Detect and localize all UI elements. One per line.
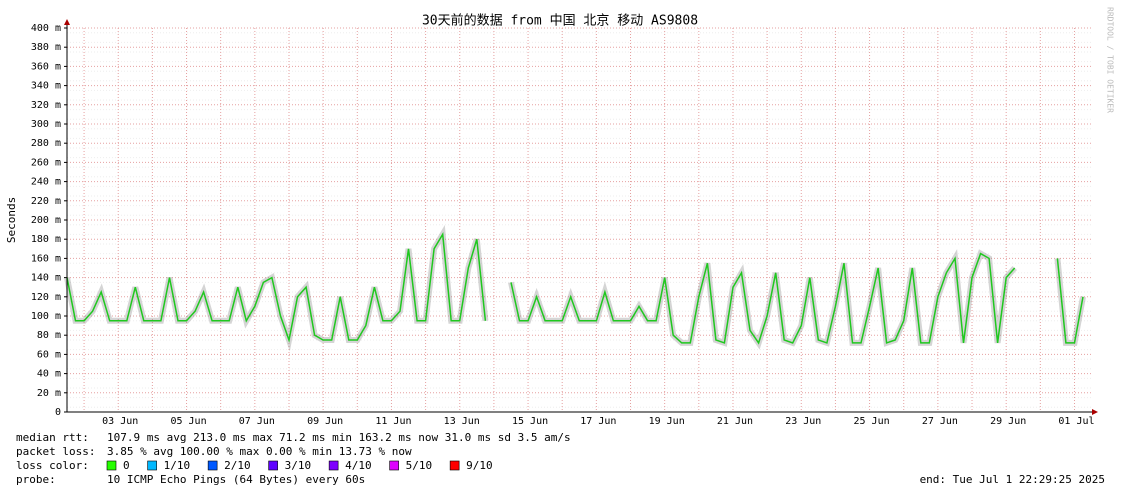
legend-swatch	[106, 460, 117, 471]
probe-label: probe:	[16, 473, 56, 486]
legend-swatch	[389, 460, 399, 471]
grid	[64, 27, 1093, 413]
chart-title: 30天前的数据 from 中国 北京 移动 AS9808	[422, 13, 698, 29]
legend-label: 2/10	[224, 459, 251, 472]
y-tick-label: 360 m	[31, 61, 61, 72]
y-tick-label: 140 m	[31, 273, 61, 284]
y-tick-label: 0	[55, 407, 61, 418]
end-time: end: Tue Jul 1 22:29:25 2025	[920, 473, 1105, 486]
x-tick-label: 01 Jul	[1058, 416, 1094, 427]
line	[66, 232, 487, 343]
y-tick-label: 320 m	[31, 100, 61, 111]
y-tick-label: 380 m	[31, 42, 61, 53]
y-tick-label: 100 m	[31, 311, 61, 322]
legend-label: 3/10	[285, 459, 312, 472]
plot	[64, 225, 1086, 352]
x-tick-label: 17 Jun	[580, 416, 616, 427]
x-tick-label: 09 Jun	[307, 416, 343, 427]
y-tick-label: 80 m	[37, 330, 61, 341]
line	[510, 252, 1016, 345]
y-tick-label: 160 m	[31, 253, 61, 264]
smoke	[64, 225, 489, 352]
probe: 10 ICMP Echo Pings (64 Bytes) every 60s	[107, 473, 365, 486]
stat-text: 107.9 ms avg 213.0 ms max 71.2 ms min 16…	[107, 431, 571, 444]
stat-text: 3.85 % avg 100.00 % max 0.00 % min 13.73…	[107, 445, 412, 458]
y-tick-label: 400 m	[31, 23, 61, 34]
y-tick-label: 40 m	[37, 369, 61, 380]
legend-swatch	[449, 460, 460, 471]
stat-label: median rtt:	[16, 431, 89, 444]
y-tick-label: 20 m	[37, 388, 61, 399]
x-tick-label: 15 Jun	[512, 416, 548, 427]
y-tick-label: 280 m	[31, 138, 61, 149]
stat-label: packet loss:	[16, 445, 95, 458]
legend-label: 9/10	[466, 459, 493, 472]
x-tick-label: 27 Jun	[922, 416, 958, 427]
x-tick-label: 25 Jun	[854, 416, 890, 427]
y-tick-label: 340 m	[31, 81, 61, 92]
x-tick-label: 07 Jun	[239, 416, 275, 427]
y-tick-label: 60 m	[37, 349, 61, 360]
legend-swatch	[207, 460, 218, 471]
y-tick-label: 300 m	[31, 119, 61, 130]
loss-label: loss color:	[16, 459, 89, 472]
legend-swatch	[268, 460, 278, 471]
loss-legend: 0 1/10 2/10 3/10 4/10 5/10 9/10	[106, 459, 493, 472]
y-tick-label: 200 m	[31, 215, 61, 226]
legend-swatch	[147, 460, 157, 471]
legend-label: 4/10	[345, 459, 372, 472]
legend-swatch	[328, 460, 339, 471]
legend-label: 5/10	[406, 459, 433, 472]
x-tick-label: 29 Jun	[990, 416, 1026, 427]
x-tick-label: 03 Jun	[102, 416, 138, 427]
axis-arrow	[1092, 409, 1098, 415]
x-tick-label: 21 Jun	[717, 416, 753, 427]
axis-arrow	[64, 19, 70, 25]
x-tick-label: 11 Jun	[375, 416, 411, 427]
x-tick-label: 23 Jun	[785, 416, 821, 427]
y-tick-label: 180 m	[31, 234, 61, 245]
line	[1056, 258, 1084, 344]
y-tick-label: 120 m	[31, 292, 61, 303]
y-tick-label: 260 m	[31, 157, 61, 168]
legend-label: 1/10	[164, 459, 191, 472]
side-text: RRDTOOL / TOBI OETIKER	[1106, 7, 1115, 113]
x-tick-label: 19 Jun	[649, 416, 685, 427]
x-tick-label: 05 Jun	[170, 416, 206, 427]
legend-label: 0	[123, 459, 130, 472]
x-tick-label: 13 Jun	[444, 416, 480, 427]
y-tick-label: 220 m	[31, 196, 61, 207]
y-tick-label: 240 m	[31, 177, 61, 188]
y-axis-label: Seconds	[5, 197, 18, 243]
